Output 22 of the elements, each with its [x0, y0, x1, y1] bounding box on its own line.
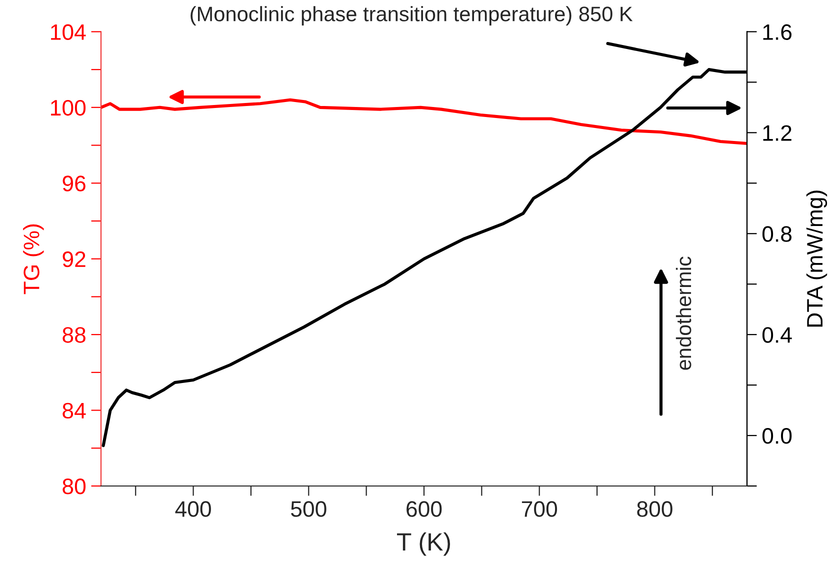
y2-axis-title: DTA (mW/mg) [806, 190, 828, 327]
y2-tick-label: 0.8 [762, 226, 792, 242]
y2-tick-label: 0.0 [762, 428, 792, 444]
x-axis-title: T (K) [397, 532, 450, 556]
y-tick-label: 104 [51, 24, 86, 40]
y-tick-label: 100 [51, 100, 86, 116]
x-tick-label: 400 [175, 501, 211, 517]
y-tick-label: 96 [62, 176, 86, 192]
y-tick-label: 92 [62, 251, 86, 268]
y2-tick-label: 0.4 [762, 327, 792, 343]
y-axis-title: TG (%) [23, 224, 44, 294]
x-tick-label: 800 [637, 501, 672, 517]
annotation: endothermic [676, 256, 692, 370]
x-tick-label: 700 [522, 501, 558, 517]
y-tick-label: 84 [62, 402, 86, 419]
y-tick-label: 80 [62, 478, 86, 494]
y2-tick-label: 1.6 [763, 24, 792, 40]
x-tick-label: 600 [406, 501, 442, 517]
y-tick-label: 88 [62, 327, 86, 343]
y2-tick-label: 1.2 [763, 125, 792, 141]
text: (Monoclinic phase transition temperature) 850 K [190, 6, 633, 26]
x-tick-label: 500 [290, 501, 326, 517]
